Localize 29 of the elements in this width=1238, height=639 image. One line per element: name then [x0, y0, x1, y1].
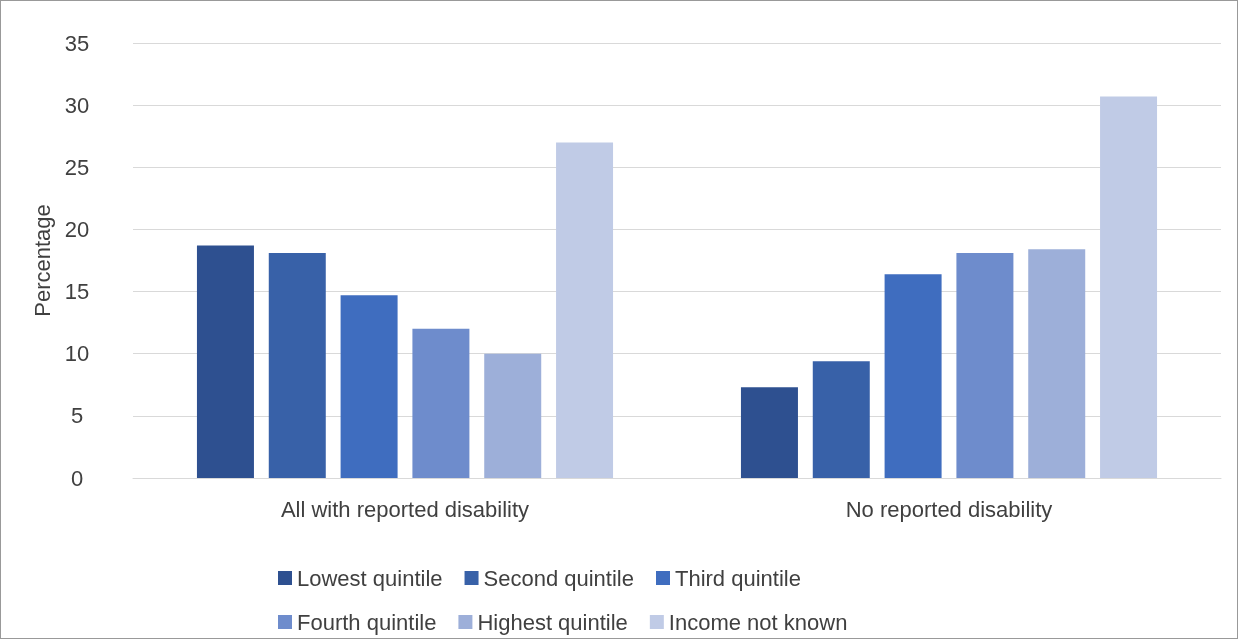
bar — [956, 253, 1014, 478]
x-tick-label: No reported disability — [845, 496, 1053, 522]
y-tick-label: 35 — [64, 30, 90, 56]
bar — [412, 328, 470, 478]
y-axis-title: Percentage — [30, 204, 56, 317]
legend-label: Second quintile — [483, 565, 634, 591]
y-tick-label: 20 — [64, 216, 90, 242]
y-tick-label: 15 — [64, 279, 90, 305]
legend-label: Fourth quintile — [297, 609, 437, 635]
bar — [268, 253, 326, 478]
y-tick-label: 30 — [64, 92, 90, 118]
x-tick-label: All with reported disability — [280, 496, 530, 522]
bar — [484, 353, 542, 478]
y-tick-label: 5 — [70, 403, 84, 429]
bar — [884, 274, 942, 478]
bar — [340, 295, 398, 478]
bar — [1028, 249, 1086, 478]
bar — [1100, 96, 1158, 478]
y-tick-label: 25 — [64, 154, 90, 180]
y-tick-label: 0 — [70, 465, 84, 491]
legend-label: Third quintile — [674, 565, 801, 591]
bar — [740, 387, 798, 478]
bar — [556, 142, 614, 478]
y-tick-label: 10 — [64, 341, 90, 367]
bar — [812, 361, 870, 478]
legend-label: Highest quintile — [477, 609, 628, 635]
legend-label: Income not known — [668, 609, 848, 635]
legend-label: Lowest quintile — [297, 565, 443, 591]
bar — [196, 245, 254, 478]
